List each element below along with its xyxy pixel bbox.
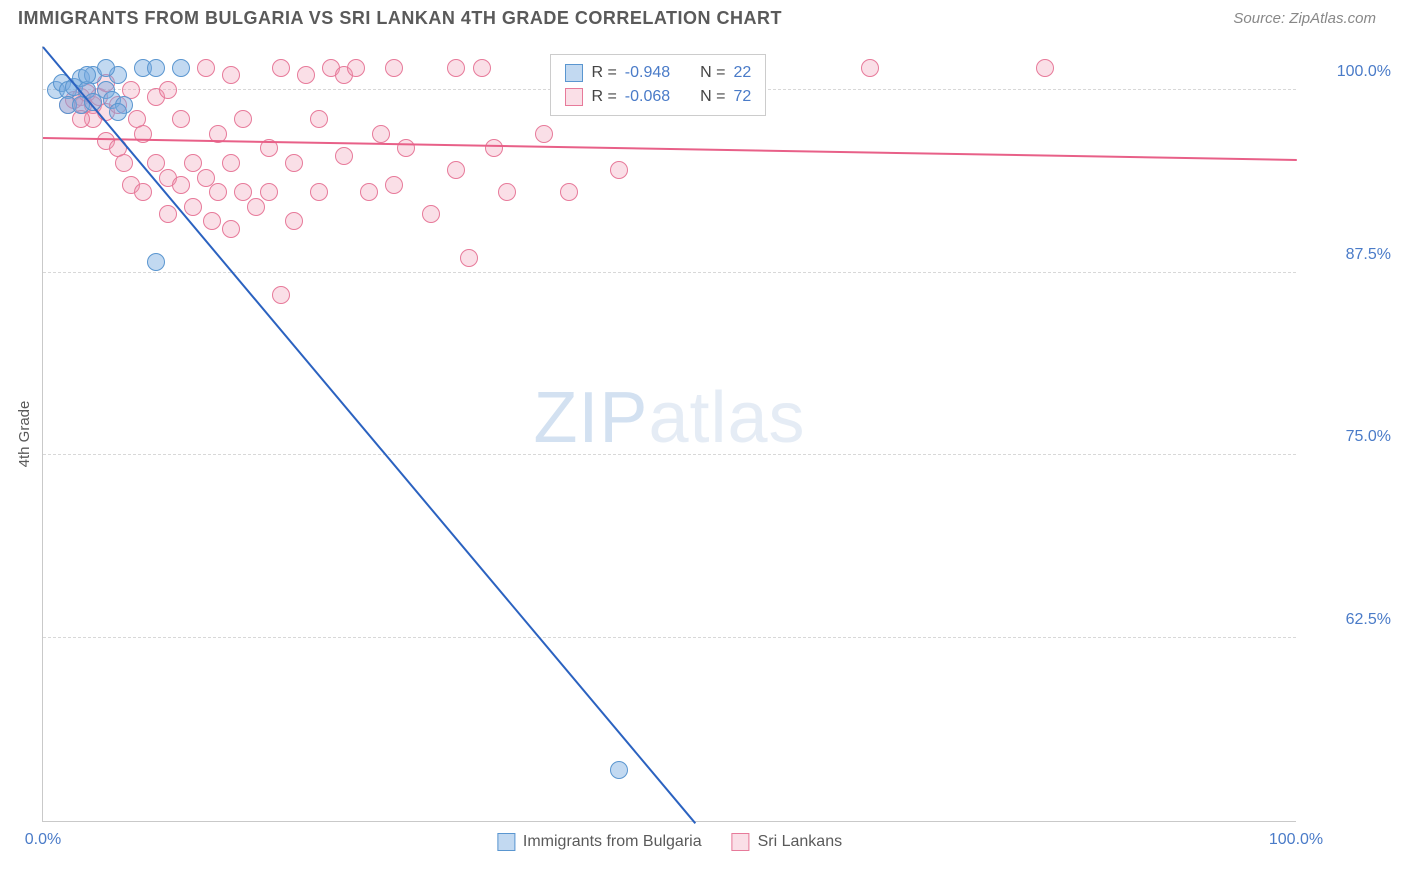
scatter-point	[272, 59, 290, 77]
series-name: Immigrants from Bulgaria	[523, 833, 702, 851]
scatter-point	[147, 253, 165, 271]
scatter-point	[447, 161, 465, 179]
scatter-point	[159, 81, 177, 99]
scatter-point	[473, 59, 491, 77]
stat-n-value: 22	[734, 64, 752, 82]
scatter-point	[184, 198, 202, 216]
chart-title: IMMIGRANTS FROM BULGARIA VS SRI LANKAN 4…	[18, 8, 782, 29]
stats-legend-row: R = -0.948 N = 22	[565, 61, 751, 85]
scatter-point	[861, 59, 879, 77]
scatter-point	[172, 110, 190, 128]
scatter-point	[147, 59, 165, 77]
stat-r-label: R =	[591, 64, 616, 82]
series-name: Sri Lankans	[758, 833, 843, 851]
scatter-point	[78, 66, 96, 84]
chart-header: IMMIGRANTS FROM BULGARIA VS SRI LANKAN 4…	[0, 0, 1406, 37]
stat-n-label: N =	[700, 64, 725, 82]
plot-region: ZIPatlas 62.5%75.0%87.5%100.0%0.0%100.0%…	[42, 46, 1296, 822]
series-legend-item: Sri Lankans	[732, 833, 843, 851]
scatter-point	[272, 286, 290, 304]
legend-swatch	[565, 88, 583, 106]
y-tick-label: 87.5%	[1311, 246, 1391, 264]
scatter-point	[335, 147, 353, 165]
scatter-point	[203, 212, 221, 230]
source-label: Source:	[1233, 10, 1289, 27]
legend-swatch	[732, 833, 750, 851]
stat-r-value: -0.068	[625, 88, 670, 106]
scatter-point	[222, 154, 240, 172]
scatter-point	[310, 110, 328, 128]
scatter-point	[172, 59, 190, 77]
scatter-point	[285, 212, 303, 230]
scatter-point	[109, 103, 127, 121]
scatter-point	[234, 110, 252, 128]
stat-r-value: -0.948	[625, 64, 670, 82]
scatter-point	[234, 183, 252, 201]
scatter-point	[209, 183, 227, 201]
source-citation: Source: ZipAtlas.com	[1233, 10, 1376, 28]
scatter-point	[447, 59, 465, 77]
scatter-point	[385, 59, 403, 77]
scatter-point	[610, 761, 628, 779]
scatter-point	[385, 176, 403, 194]
scatter-point	[372, 125, 390, 143]
chart-area: 4th Grade ZIPatlas 62.5%75.0%87.5%100.0%…	[42, 46, 1296, 822]
scatter-point	[197, 169, 215, 187]
scatter-point	[172, 176, 190, 194]
series-legend-item: Immigrants from Bulgaria	[497, 833, 702, 851]
scatter-point	[247, 198, 265, 216]
y-tick-label: 100.0%	[1311, 63, 1391, 81]
y-axis-label: 4th Grade	[16, 401, 33, 468]
gridline-h	[43, 637, 1296, 638]
regression-line	[42, 46, 696, 823]
scatter-point	[222, 220, 240, 238]
stats-legend-row: R = -0.068 N = 72	[565, 85, 751, 109]
scatter-point	[347, 59, 365, 77]
scatter-point	[610, 161, 628, 179]
stat-r-label: R =	[591, 88, 616, 106]
x-tick-label: 0.0%	[25, 831, 61, 849]
scatter-point	[460, 249, 478, 267]
stat-n-label: N =	[700, 88, 725, 106]
gridline-h	[43, 454, 1296, 455]
x-tick-label: 100.0%	[1269, 831, 1323, 849]
scatter-point	[397, 139, 415, 157]
series-legend: Immigrants from Bulgaria Sri Lankans	[497, 833, 842, 851]
watermark: ZIPatlas	[533, 377, 805, 459]
y-tick-label: 75.0%	[1311, 428, 1391, 446]
scatter-point	[498, 183, 516, 201]
scatter-point	[285, 154, 303, 172]
scatter-point	[97, 59, 115, 77]
scatter-point	[260, 183, 278, 201]
y-tick-label: 62.5%	[1311, 611, 1391, 629]
legend-swatch	[497, 833, 515, 851]
scatter-point	[310, 183, 328, 201]
scatter-point	[485, 139, 503, 157]
scatter-point	[197, 59, 215, 77]
stats-legend: R = -0.948 N = 22 R = -0.068 N = 72	[550, 54, 766, 116]
scatter-point	[360, 183, 378, 201]
scatter-point	[297, 66, 315, 84]
stat-n-value: 72	[734, 88, 752, 106]
source-value: ZipAtlas.com	[1289, 10, 1376, 27]
scatter-point	[535, 125, 553, 143]
watermark-thin: atlas	[648, 378, 805, 458]
scatter-point	[159, 205, 177, 223]
scatter-point	[134, 183, 152, 201]
scatter-point	[115, 154, 133, 172]
scatter-point	[422, 205, 440, 223]
watermark-bold: ZIP	[533, 378, 648, 458]
scatter-point	[560, 183, 578, 201]
scatter-point	[222, 66, 240, 84]
scatter-point	[1036, 59, 1054, 77]
legend-swatch	[565, 64, 583, 82]
scatter-point	[147, 154, 165, 172]
